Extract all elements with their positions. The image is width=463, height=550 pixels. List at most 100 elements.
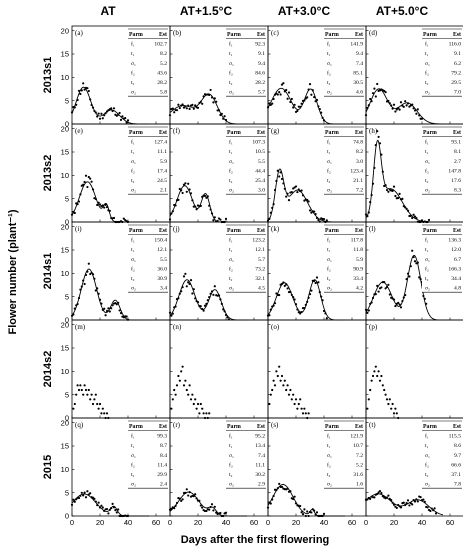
- data-point: [72, 407, 75, 410]
- data-point: [202, 95, 205, 98]
- parameter-table: Parm Est f₁ 117.8 t₁ 11.8 σ₁ 5.9 f₂ 90.9 t₂ 33.4 σ₂ 4…: [324, 224, 364, 293]
- param-value: 13.4: [255, 443, 265, 449]
- data-point: [103, 307, 106, 310]
- data-point: [371, 182, 375, 185]
- data-point: [418, 114, 421, 117]
- data-point: [405, 207, 408, 210]
- table-background: [324, 225, 364, 293]
- data-point: [224, 313, 228, 317]
- data-point: [110, 107, 113, 110]
- data-point: [201, 407, 204, 410]
- param-name: f₁: [425, 433, 429, 440]
- table-header-parm: Parm: [129, 228, 143, 234]
- data-point: [181, 286, 184, 289]
- param-name: σ₂: [327, 286, 332, 292]
- data-point: [208, 296, 211, 299]
- data-point: [293, 402, 296, 406]
- data-point: [301, 194, 305, 197]
- data-point: [300, 102, 303, 105]
- data-point: [373, 87, 376, 90]
- data-point: [97, 501, 100, 504]
- param-name: σ₂: [229, 188, 234, 194]
- panel-label: (j): [173, 225, 180, 233]
- param-value: 5.2: [160, 61, 167, 67]
- data-point: [82, 494, 85, 497]
- data-point: [269, 393, 272, 396]
- param-name: σ₂: [229, 482, 234, 488]
- data-point: [432, 509, 435, 512]
- y-tick-label: 15: [61, 344, 69, 353]
- data-point: [126, 514, 130, 518]
- data-point: [272, 203, 275, 206]
- data-point: [384, 287, 387, 290]
- data-point: [77, 200, 81, 203]
- param-value: 95.2: [255, 434, 265, 440]
- panel-frame: [169, 319, 269, 419]
- table-background: [324, 29, 364, 97]
- data-point: [394, 505, 397, 508]
- y-tick-label: 20: [61, 418, 69, 427]
- param-name: t₂: [425, 80, 429, 86]
- table-header-parm: Parm: [227, 130, 241, 136]
- data-point: [413, 215, 417, 218]
- y-tick-label: 15: [61, 442, 69, 451]
- parameter-table: Parm Est f₁ 127.4 t₁ 11.1 σ₁ 5.9 f₂ 17.4 t₂ 24.5 σ₂ 2…: [128, 126, 168, 195]
- data-point: [83, 180, 86, 184]
- data-point: [405, 278, 408, 281]
- data-point: [376, 130, 379, 133]
- panel-label: (o): [271, 323, 280, 331]
- panel-label: (m): [75, 323, 86, 331]
- data-point: [70, 213, 74, 216]
- y-tick-label: 10: [61, 171, 69, 180]
- table-header-est: Est: [257, 130, 265, 136]
- param-name: f₂: [229, 265, 233, 272]
- data-point: [394, 407, 397, 410]
- data-point: [387, 99, 390, 103]
- param-value: 29.5: [451, 80, 461, 86]
- data-point: [173, 388, 176, 392]
- data-point: [388, 398, 391, 401]
- data-point: [301, 412, 305, 415]
- table-header-est: Est: [159, 424, 167, 430]
- data-point: [304, 412, 307, 415]
- data-point: [370, 100, 373, 103]
- data-point: [210, 96, 214, 99]
- data-point: [94, 393, 97, 396]
- data-point: [117, 508, 120, 511]
- data-point: [399, 306, 403, 309]
- fitted-curve: [169, 491, 247, 517]
- data-point: [174, 393, 177, 396]
- y-tick-label: 5: [65, 488, 69, 497]
- data-point: [192, 495, 195, 498]
- data-point: [278, 175, 281, 178]
- data-point: [434, 512, 438, 515]
- data-point: [297, 188, 300, 191]
- data-point: [178, 379, 181, 382]
- param-name: f₂: [131, 461, 135, 468]
- param-value: 123.4: [350, 168, 363, 174]
- data-point: [426, 506, 429, 509]
- table-background: [422, 225, 462, 293]
- x-axis-title: Days after the first flowering: [181, 534, 330, 546]
- y-axis-title: Flower number (plant⁻¹): [7, 209, 19, 334]
- data-point: [306, 510, 309, 513]
- param-value: 7.4: [356, 61, 363, 67]
- data-point: [76, 302, 79, 306]
- panel-m: 0 5 10 15 20 (m): [61, 319, 171, 423]
- data-point: [91, 273, 95, 276]
- param-name: σ₁: [327, 453, 332, 459]
- param-value: 5.7: [258, 90, 265, 96]
- data-point: [96, 504, 99, 507]
- data-point: [282, 182, 285, 185]
- param-value: 5.9: [160, 159, 167, 165]
- data-point: [208, 204, 211, 207]
- data-point: [83, 384, 86, 387]
- data-point: [387, 494, 390, 497]
- data-point: [196, 106, 200, 109]
- param-name: t₁: [131, 443, 135, 449]
- data-point: [388, 497, 391, 500]
- data-point: [280, 485, 284, 488]
- data-point: [394, 110, 397, 113]
- data-point: [325, 317, 328, 320]
- data-point: [299, 312, 302, 315]
